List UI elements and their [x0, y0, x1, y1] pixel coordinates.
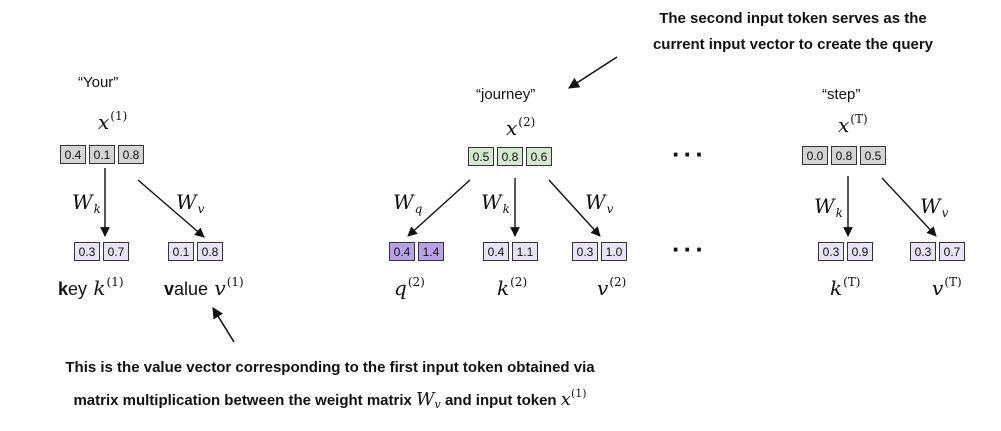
top-annotation-line1: The second input token serves as the [659, 10, 927, 27]
wk-label-1: Wk [72, 190, 101, 216]
v2-label: v(2) [597, 275, 627, 300]
wq-label: Wq [393, 190, 423, 216]
vector-cell: 0.4 [483, 242, 509, 261]
vector-cell: 0.6 [526, 147, 552, 166]
arrow-x2-to-v2 [548, 179, 601, 237]
bottom-annotation-line1: This is the value vector corresponding t… [65, 359, 595, 376]
token-word-journey: “journey” [476, 86, 536, 103]
wv-label-2: Wv [585, 190, 614, 216]
x2-symbol: x(2) [506, 115, 536, 140]
vector-cell: 0.3 [74, 242, 100, 261]
vector-cell: 0.8 [497, 147, 523, 166]
token-word-step: “step” [822, 86, 861, 103]
top-annotation-line2: current input vector to create the query [652, 36, 934, 53]
x1-symbol: x(1) [98, 109, 128, 134]
xT-symbol: x(T) [838, 112, 868, 137]
k1-vector: 0.3 0.7 [74, 242, 129, 261]
arrow-xT-to-vT [881, 177, 937, 237]
token-word-your: “Your” [78, 74, 119, 91]
v2-vector: 0.3 1.0 [572, 242, 627, 261]
key-k1-label: key k(1) [58, 275, 124, 300]
vector-cell: 0.5 [468, 147, 494, 166]
q2-vector: 0.4 1.4 [389, 242, 444, 261]
vector-cell: 0.3 [818, 242, 844, 261]
vector-cell: 0.5 [860, 146, 886, 165]
vector-cell: 0.7 [939, 242, 965, 261]
wv-label-T: Wv [920, 194, 949, 220]
vector-cell: 1.4 [418, 242, 444, 261]
vector-cell: 0.3 [572, 242, 598, 261]
x1-vector: 0.4 0.1 0.8 [60, 145, 144, 164]
vector-cell: 0.7 [103, 242, 129, 261]
vector-cell: 0.4 [389, 242, 415, 261]
wv-label-1: Wv [176, 190, 205, 216]
wk-label-2: Wk [481, 190, 510, 216]
k2-vector: 0.4 1.1 [483, 242, 538, 261]
vector-cell: 0.8 [197, 242, 223, 261]
vector-cell: 0.1 [168, 242, 194, 261]
vT-label: v(T) [932, 275, 962, 300]
q2-label: q(2) [394, 275, 425, 300]
wk-label-T: Wk [814, 194, 843, 220]
vector-cell: 1.1 [512, 242, 538, 261]
arrow-bottom-note [212, 307, 235, 343]
top-annotation: The second input token serves as the cur… [616, 6, 970, 58]
vector-cell: 0.8 [831, 146, 857, 165]
ellipsis-bottom: ··· [672, 234, 707, 264]
v1-vector: 0.1 0.8 [168, 242, 223, 261]
vector-cell: 0.3 [910, 242, 936, 261]
xT-vector: 0.0 0.8 0.5 [802, 146, 886, 165]
value-v1-label: value v(1) [164, 275, 244, 300]
arrow-top-note [568, 56, 618, 89]
arrow-x1-to-v1 [137, 179, 205, 238]
vector-cell: 0.9 [847, 242, 873, 261]
vector-cell: 0.1 [89, 145, 115, 164]
kT-label: k(T) [830, 275, 861, 300]
bottom-annotation-line2: matrix multiplication between the weight… [73, 387, 587, 411]
k2-label: k(2) [497, 275, 528, 300]
vector-cell: 1.0 [601, 242, 627, 261]
kT-vector: 0.3 0.9 [818, 242, 873, 261]
x2-vector: 0.5 0.8 0.6 [468, 147, 552, 166]
vector-cell: 0.0 [802, 146, 828, 165]
ellipsis-top: ··· [672, 139, 707, 169]
vector-cell: 0.8 [118, 145, 144, 164]
vT-vector: 0.3 0.7 [910, 242, 965, 261]
arrow-x2-to-q2 [407, 179, 471, 237]
vector-cell: 0.4 [60, 145, 86, 164]
bottom-annotation: This is the value vector corresponding t… [0, 355, 660, 418]
